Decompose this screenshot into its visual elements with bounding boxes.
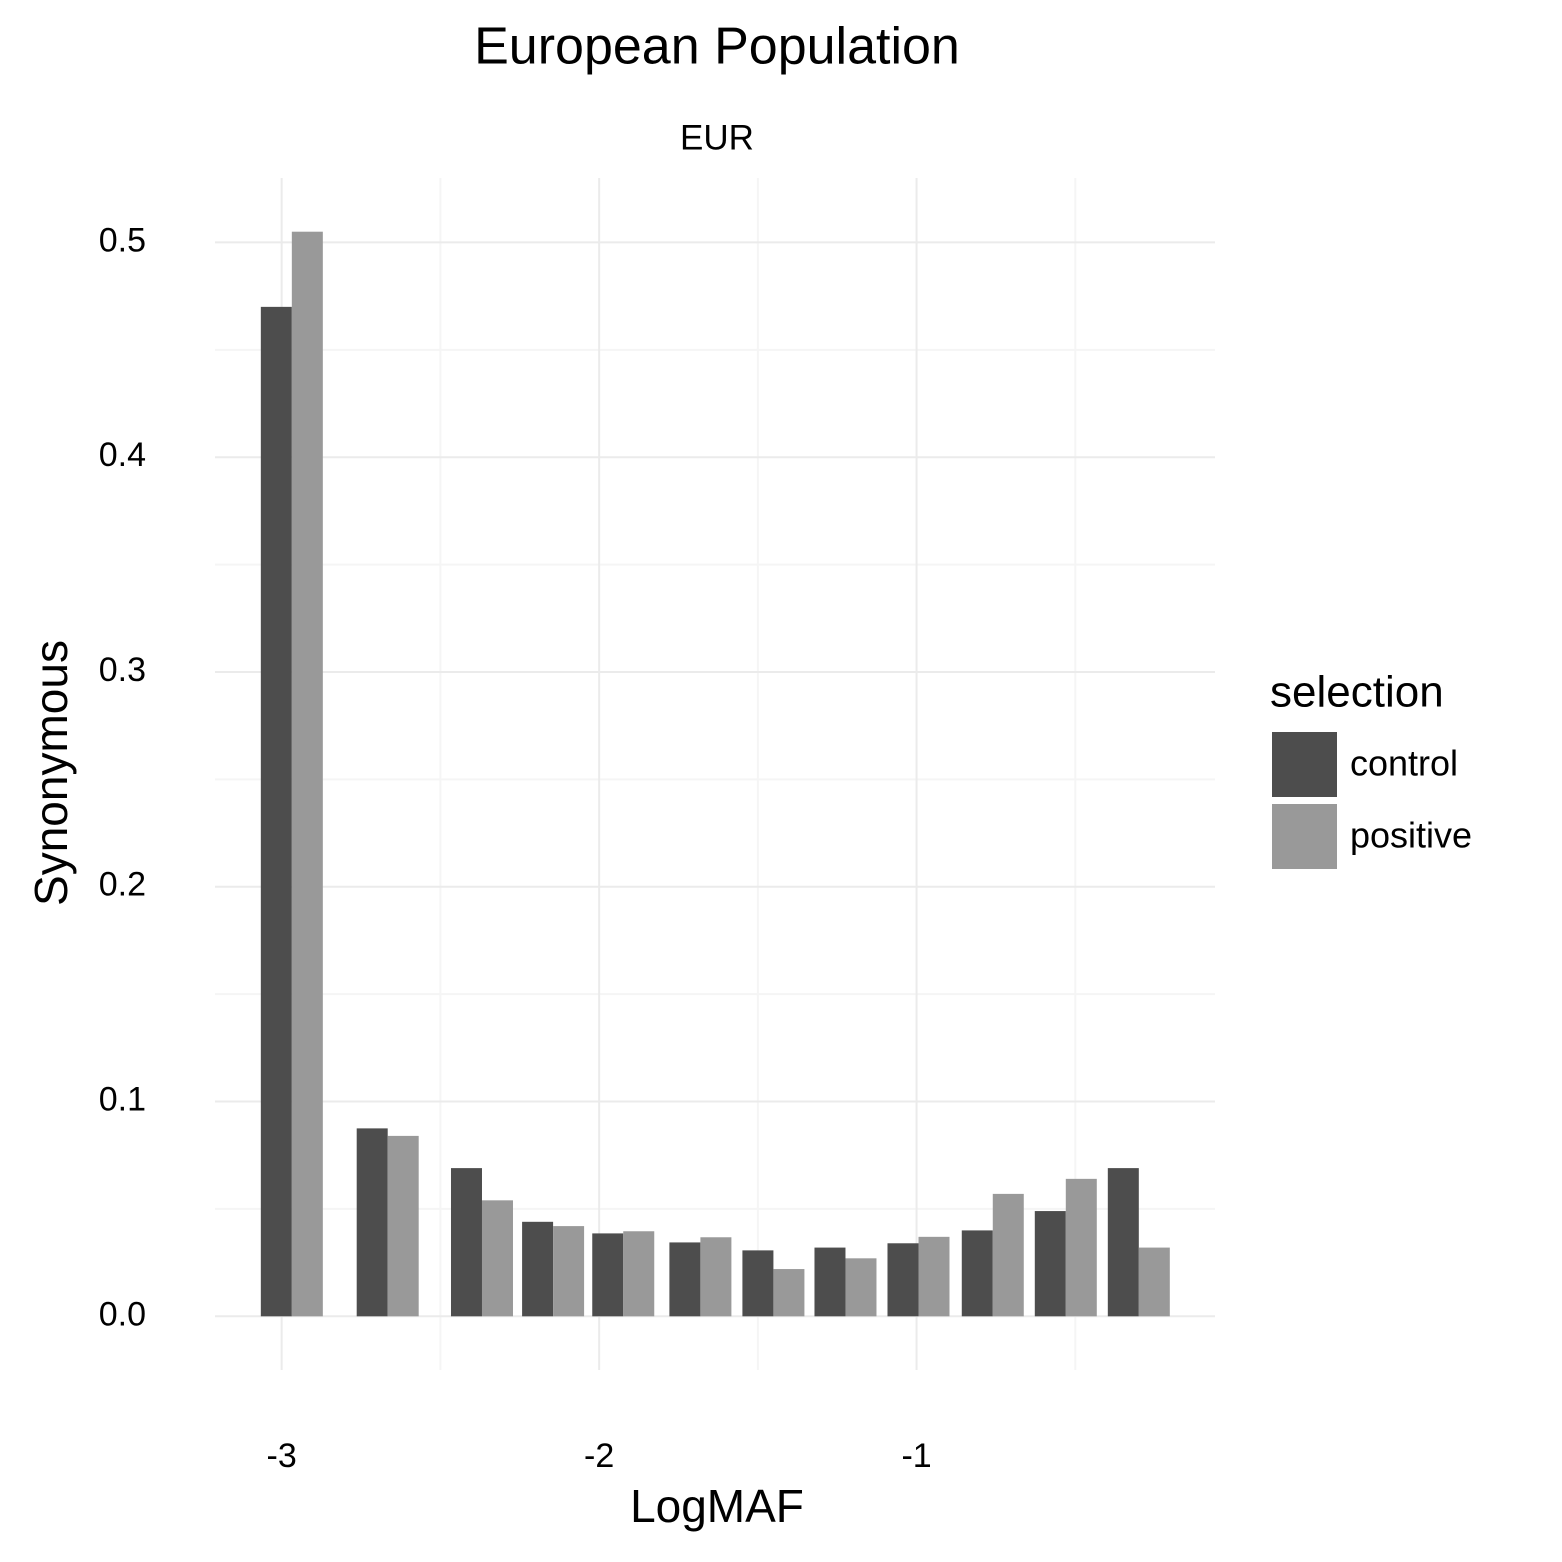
bar (992, 1193, 1024, 1317)
bar (592, 1233, 624, 1317)
y-tick-label: 0.1 (99, 1081, 146, 1119)
bar (887, 1243, 919, 1317)
bar (450, 1168, 482, 1317)
bar (669, 1242, 701, 1317)
bar (845, 1258, 877, 1317)
y-axis-title: Synonymous (25, 640, 77, 906)
bar (291, 231, 323, 1317)
bar (387, 1135, 419, 1317)
legend-key (1272, 732, 1337, 797)
x-tick-label: -1 (901, 1437, 931, 1475)
bar (260, 306, 292, 1317)
bar (1034, 1211, 1066, 1317)
legend-label: positive (1350, 815, 1472, 856)
bar (1138, 1247, 1170, 1317)
legend-label: control (1350, 743, 1458, 784)
legend-key (1272, 804, 1337, 869)
bar (1107, 1168, 1139, 1317)
y-tick-label: 0.3 (99, 651, 146, 689)
facet-label: EUR (680, 118, 754, 157)
bar (814, 1247, 846, 1317)
y-tick-label: 0.0 (99, 1295, 146, 1333)
bar (356, 1128, 388, 1317)
bar (773, 1269, 805, 1317)
x-tick-label: -3 (267, 1437, 297, 1475)
bar (1065, 1178, 1097, 1317)
bar (918, 1236, 950, 1317)
bar (623, 1231, 655, 1317)
bar (553, 1226, 585, 1317)
y-tick-label: 0.2 (99, 866, 146, 904)
bar (961, 1230, 993, 1317)
legend-title: selection (1270, 668, 1444, 717)
bar (700, 1237, 732, 1317)
bar (742, 1250, 774, 1317)
bar (522, 1221, 554, 1317)
bar (481, 1200, 513, 1317)
y-tick-label: 0.5 (99, 221, 146, 259)
x-axis-title: LogMAF (630, 1480, 804, 1532)
x-tick-label: -2 (584, 1437, 614, 1475)
y-tick-label: 0.4 (99, 436, 146, 474)
chart-title: European Population (474, 18, 960, 76)
